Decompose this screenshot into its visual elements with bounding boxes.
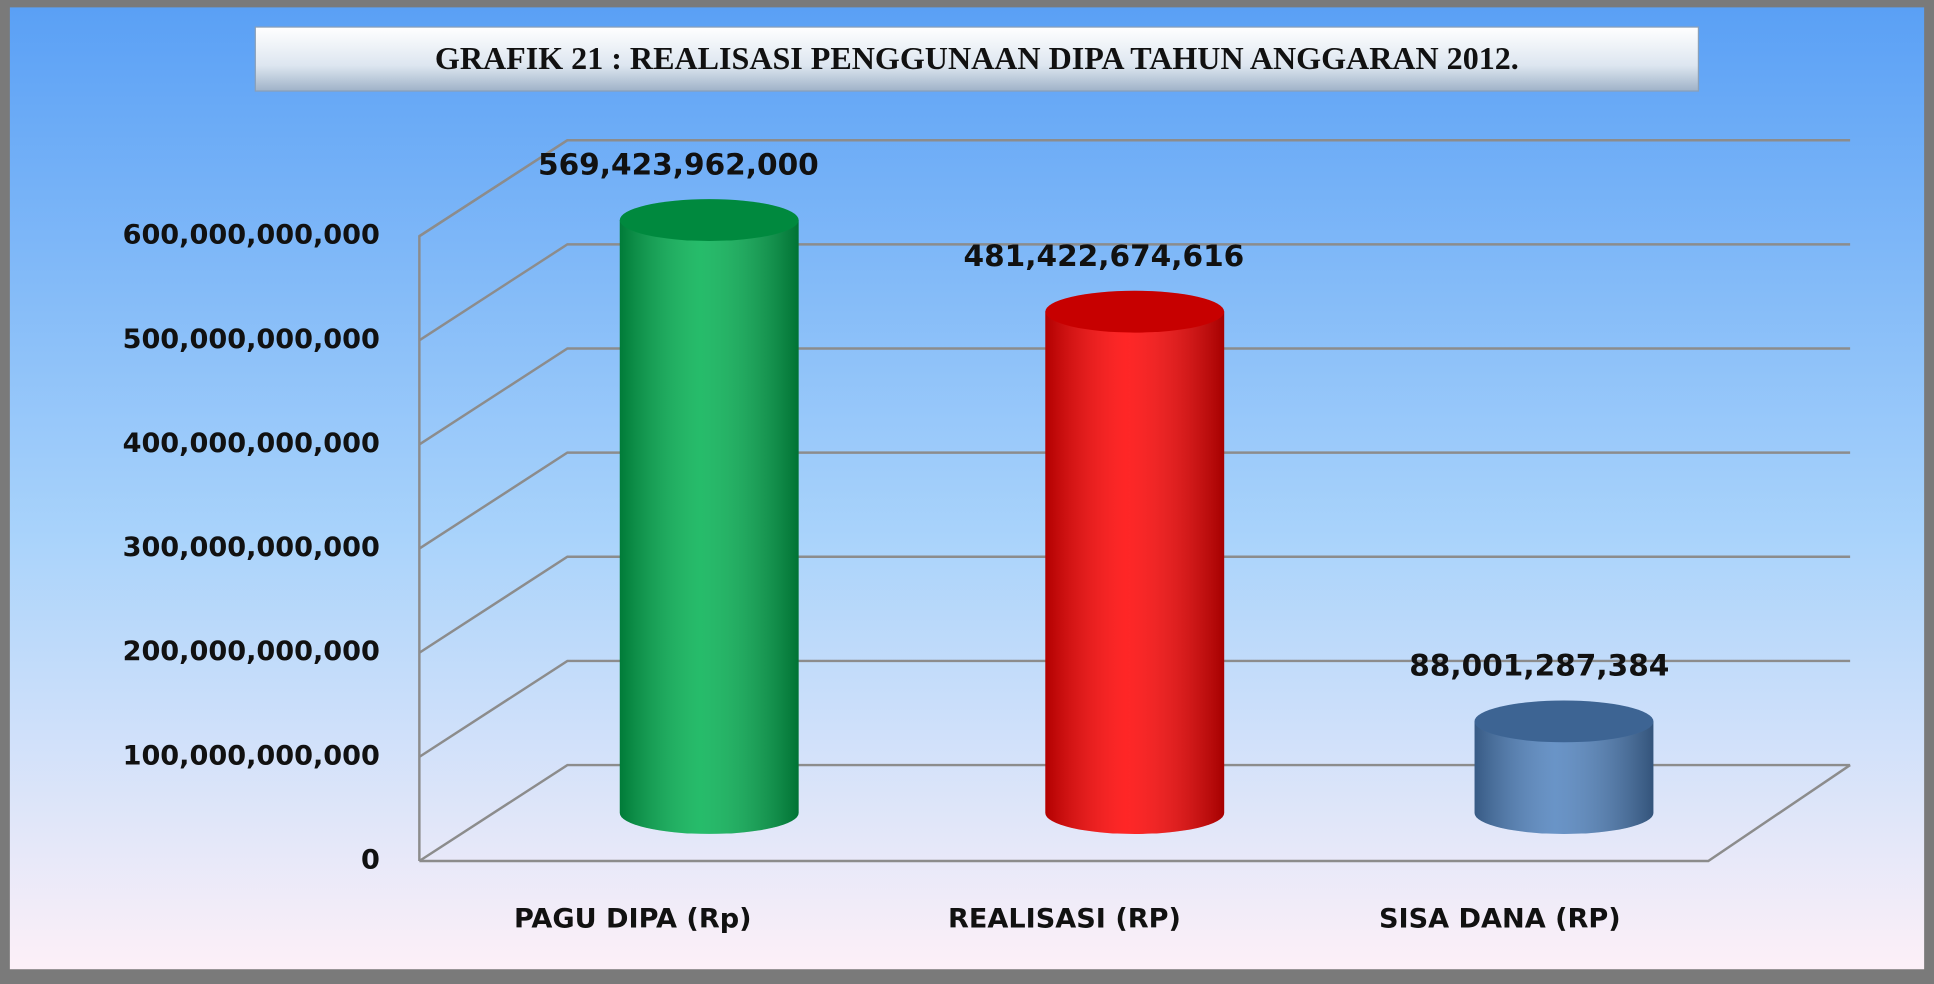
y-tick-label: 0 <box>361 845 380 876</box>
grid-line <box>418 347 1851 446</box>
bar-top <box>1474 700 1654 743</box>
plot: 0 100,000,000,000 200,000,000,000 300,000,0… <box>123 138 1851 935</box>
y-tick-label: 600,000,000,000 <box>123 220 380 251</box>
y-tick-label: 100,000,000,000 <box>123 740 380 771</box>
chart-title: GRAFIK 21 : REALISASI PENGGUNAAN DIPA TA… <box>435 40 1519 76</box>
bar-top <box>1045 290 1225 333</box>
grid-line <box>418 555 1851 654</box>
y-tick-label: 200,000,000,000 <box>123 636 380 667</box>
grid-line <box>418 763 1851 863</box>
bar-shade <box>1474 721 1654 834</box>
y-tick-label: 500,000,000,000 <box>123 324 380 355</box>
value-label: 481,422,674,616 <box>964 239 1245 273</box>
bar <box>1045 290 1225 834</box>
bar-shade <box>1045 311 1225 834</box>
grid-line <box>418 451 1851 550</box>
bar-top <box>619 199 799 241</box>
value-label: 88,001,287,384 <box>1409 649 1669 683</box>
x-tick-label: REALISASI (RP) <box>948 904 1181 935</box>
y-tick-label: 300,000,000,000 <box>123 532 380 563</box>
floor <box>419 764 1851 863</box>
bar <box>1474 700 1654 834</box>
grid-line <box>418 243 1851 342</box>
grid-line <box>418 659 1851 758</box>
grid-line <box>418 138 1851 238</box>
bar-top-shade <box>1045 290 1225 333</box>
bar-top-shade <box>1474 700 1654 743</box>
title-box <box>254 26 1700 92</box>
value-label: 569,423,962,000 <box>538 147 819 181</box>
x-tick-label: SISA DANA (RP) <box>1379 904 1621 935</box>
bar <box>619 199 799 834</box>
bar-shade <box>619 220 799 834</box>
y-tick-label: 400,000,000,000 <box>123 428 380 459</box>
bar-top-shade <box>619 199 799 241</box>
x-tick-label: PAGU DIPA (Rp) <box>514 904 752 935</box>
